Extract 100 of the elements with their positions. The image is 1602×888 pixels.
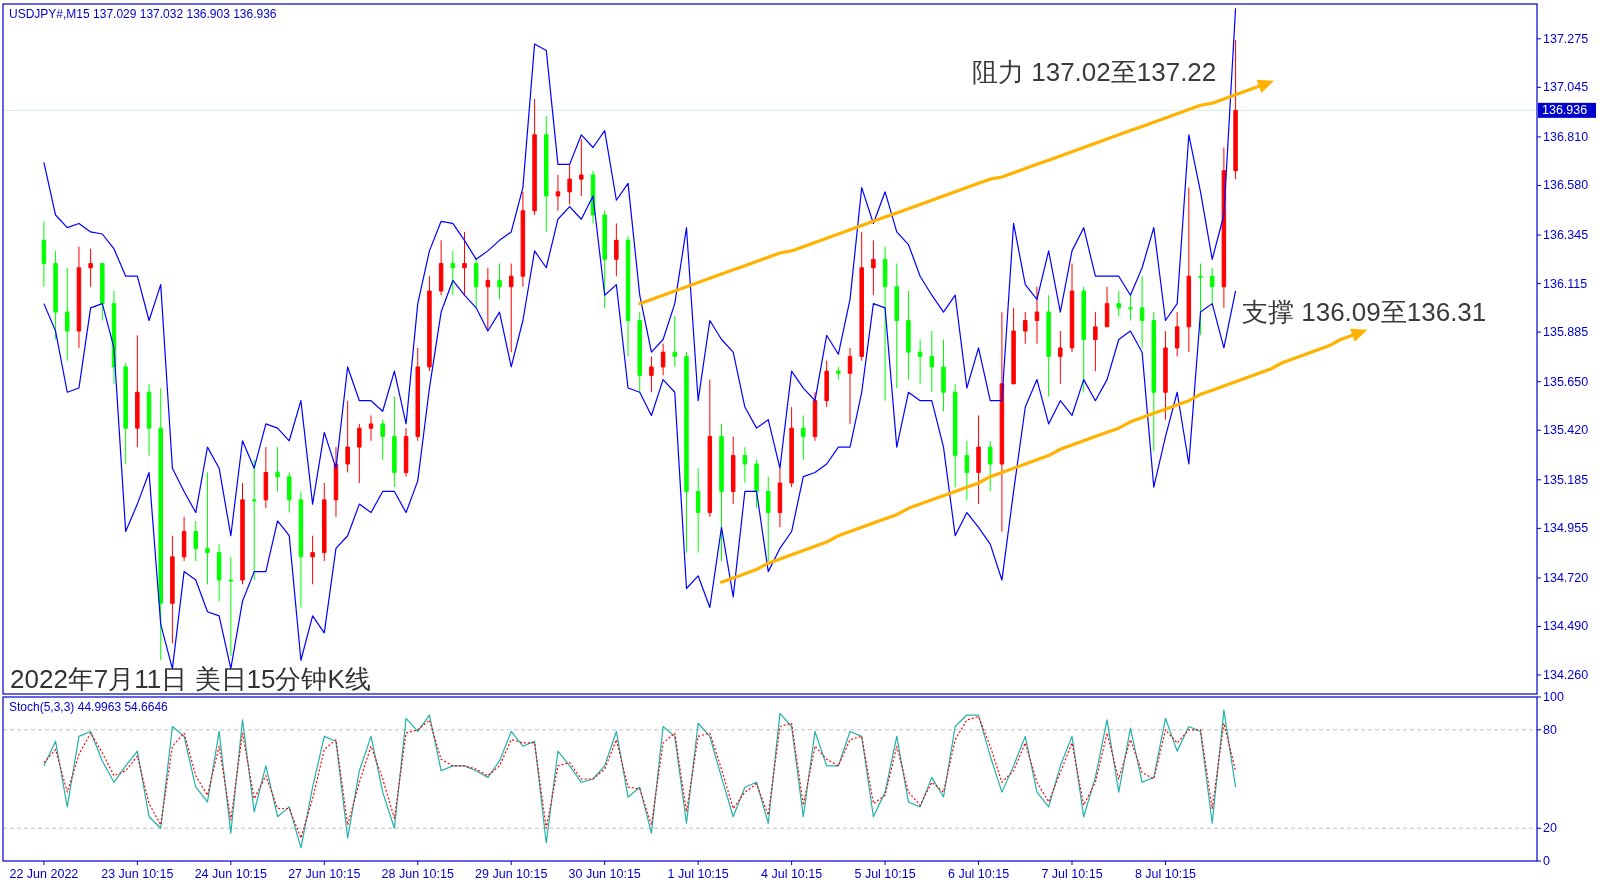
- candlestick: [403, 427, 409, 478]
- candlestick: [1034, 286, 1040, 345]
- candlestick: [544, 115, 549, 233]
- candlestick: [1163, 330, 1168, 421]
- candlestick: [999, 311, 1005, 533]
- candlestick: [1069, 263, 1075, 353]
- candlestick: [286, 471, 292, 514]
- chart-title: Stoch(5,3,3) 44.9963 54.6646: [9, 700, 169, 714]
- x-tick-label: 27 Jun 10:15: [288, 867, 361, 881]
- candlestick: [719, 423, 724, 562]
- candlestick: [1198, 263, 1203, 336]
- candlestick: [532, 98, 537, 216]
- candlestick: [497, 263, 502, 300]
- text: 2022年7月11日 美日15分钟K线: [10, 664, 371, 694]
- x-tick-label: 24 Jun 10:15: [194, 867, 268, 881]
- y-tick-label: 134.720: [1543, 570, 1589, 585]
- candlestick: [520, 191, 526, 288]
- candlestick: [333, 446, 339, 518]
- y-tick-label: 136.810: [1543, 129, 1589, 144]
- y-tick-label: 100: [1543, 690, 1564, 704]
- candlestick: [170, 535, 175, 644]
- y-tick-label: 134.490: [1543, 619, 1589, 634]
- x-tick-label: 1 Jul 10:15: [667, 867, 729, 881]
- y-tick-label: 135.885: [1543, 325, 1589, 340]
- candlestick: [730, 436, 736, 505]
- candlestick: [1233, 39, 1238, 180]
- candlestick: [906, 290, 911, 381]
- candlestick: [847, 347, 853, 425]
- candlestick: [251, 459, 257, 581]
- candlestick: [310, 535, 315, 585]
- candlestick: [649, 355, 654, 393]
- candlestick: [41, 220, 47, 288]
- candlestick: [707, 379, 713, 518]
- candlestick: [1139, 275, 1145, 349]
- candlestick: [158, 387, 163, 661]
- y-tick-label: 136.580: [1543, 178, 1589, 193]
- ref-line-label: 136.936: [1542, 103, 1588, 118]
- candlestick: [637, 311, 642, 393]
- candlestick: [322, 482, 327, 562]
- candlestick: [240, 482, 245, 585]
- candlestick: [824, 360, 829, 408]
- candlestick: [987, 440, 993, 492]
- candlestick: [929, 330, 935, 393]
- candlestick: [1046, 294, 1051, 397]
- candlestick: [473, 258, 479, 309]
- annotation: 支撑 136.09至136.31: [1242, 296, 1487, 327]
- candlestick: [859, 231, 864, 362]
- candlestick: [684, 351, 689, 554]
- y-tick-label: 134.955: [1543, 521, 1589, 536]
- y-tick-label: 135.185: [1543, 472, 1589, 487]
- candlestick: [625, 235, 631, 357]
- candlestick: [976, 414, 981, 505]
- candlestick: [135, 334, 140, 448]
- candlestick: [1174, 311, 1180, 357]
- candlestick: [614, 222, 619, 277]
- candlestick: [1058, 330, 1063, 385]
- candlestick: [392, 395, 397, 488]
- candlestick: [415, 347, 420, 442]
- candlestick: [123, 362, 128, 465]
- candlestick: [380, 419, 385, 461]
- candlestick: [65, 267, 70, 362]
- candlestick: [1186, 187, 1192, 353]
- y-tick-label: 20: [1543, 821, 1557, 836]
- candlestick: [216, 543, 222, 602]
- x-tick-label: 29 Jun 10:15: [475, 867, 548, 881]
- candlestick: [894, 263, 900, 389]
- candlestick: [88, 248, 93, 288]
- x-tick-label: 22 Jun 2022: [9, 867, 79, 881]
- x-tick-label: 23 Jun 10:15: [101, 867, 174, 881]
- candlestick: [742, 446, 748, 484]
- candlestick: [1116, 290, 1121, 317]
- candlestick: [205, 471, 210, 585]
- y-tick-label: 0: [1543, 854, 1550, 868]
- y-tick-label: 137.275: [1543, 31, 1589, 46]
- candlestick: [1209, 267, 1215, 305]
- x-tick-label: 5 Jul 10:15: [854, 867, 916, 881]
- y-tick-label: 136.345: [1543, 228, 1589, 243]
- candlestick: [450, 250, 456, 296]
- candlestick: [766, 476, 771, 562]
- candlestick: [567, 163, 572, 205]
- x-tick-label: 8 Jul 10:15: [1134, 867, 1197, 881]
- candlestick: [1023, 311, 1028, 345]
- candlestick: [917, 339, 923, 385]
- y-tick-label: 135.650: [1543, 374, 1589, 389]
- candlestick: [1093, 311, 1098, 372]
- candlestick: [146, 383, 152, 457]
- candlestick: [952, 383, 958, 488]
- candlestick: [1104, 286, 1110, 328]
- candlestick: [1128, 294, 1133, 322]
- candlestick: [660, 343, 666, 376]
- candlestick: [485, 267, 491, 332]
- candlestick: [801, 414, 806, 461]
- candlestick: [1011, 307, 1016, 385]
- candlestick: [345, 400, 350, 473]
- candlestick: [882, 246, 888, 402]
- x-tick-label: 6 Jul 10:15: [947, 867, 1010, 881]
- candlestick: [579, 138, 584, 197]
- candlestick: [298, 490, 304, 608]
- candlestick: [777, 467, 783, 528]
- candlestick: [438, 239, 444, 296]
